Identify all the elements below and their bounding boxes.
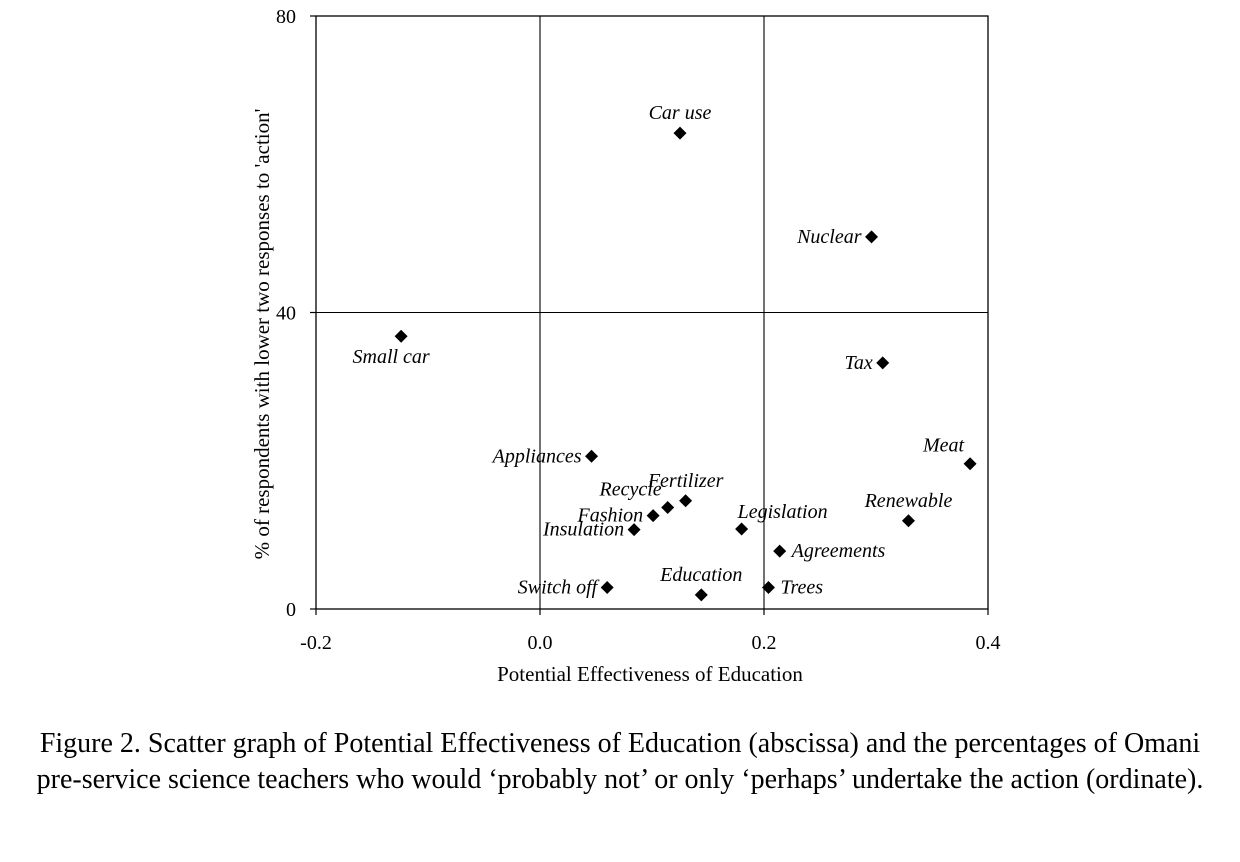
point-label-agreements: Agreements [790, 540, 886, 562]
x-tick-label-2: 0.2 [752, 632, 777, 654]
point-appliances [585, 449, 599, 463]
point-recycle [661, 500, 675, 514]
point-label-insulation: Insulation [542, 519, 624, 541]
point-renewable [901, 514, 915, 528]
point-label-car-use: Car use [649, 102, 712, 124]
point-fashion [646, 509, 660, 523]
point-fertilizer [679, 494, 693, 508]
point-label-legislation: Legislation [737, 501, 828, 523]
x-axis-label: Potential Effectiveness of Education [497, 662, 803, 686]
point-meat [963, 457, 977, 471]
y-tick-label-0: 0 [286, 599, 296, 621]
point-label-education: Education [659, 564, 742, 586]
point-label-appliances: Appliances [491, 445, 582, 467]
point-tax [876, 356, 890, 370]
point-car-use [673, 126, 687, 140]
y-tick-label-2: 80 [276, 6, 296, 28]
x-tick-label-3: 0.4 [976, 632, 1001, 654]
y-tick-label-1: 40 [276, 303, 296, 325]
point-education [694, 588, 708, 602]
point-label-small-car: Small car [353, 346, 430, 368]
point-label-fertilizer: Fertilizer [647, 470, 724, 492]
point-label-tax: Tax [845, 352, 873, 374]
point-label-nuclear: Nuclear [796, 226, 862, 248]
point-label-recycle: Recycle [599, 478, 662, 500]
figure-caption: Figure 2. Scatter graph of Potential Eff… [36, 728, 1204, 795]
point-nuclear [865, 230, 879, 244]
y-axis-label: % of respondents with lower two response… [250, 109, 274, 560]
point-legislation [735, 522, 749, 536]
point-label-switch-off: Switch off [518, 577, 600, 599]
point-label-meat: Meat [922, 435, 965, 457]
point-label-fashion: Fashion [577, 505, 644, 527]
x-tick-label-1: 0.0 [528, 632, 553, 654]
x-tick-label-0: -0.2 [300, 632, 332, 654]
scatter-chart: -0.2 0.0 0.2 0.4 0 40 80 Car use Nuclear Small c… [250, 6, 1001, 686]
point-label-trees: Trees [780, 577, 823, 599]
point-insulation [627, 523, 641, 537]
point-trees [761, 581, 775, 595]
point-switch-off [600, 581, 614, 595]
point-small-car [394, 329, 408, 343]
point-agreements [773, 544, 787, 558]
point-label-renewable: Renewable [864, 490, 953, 512]
